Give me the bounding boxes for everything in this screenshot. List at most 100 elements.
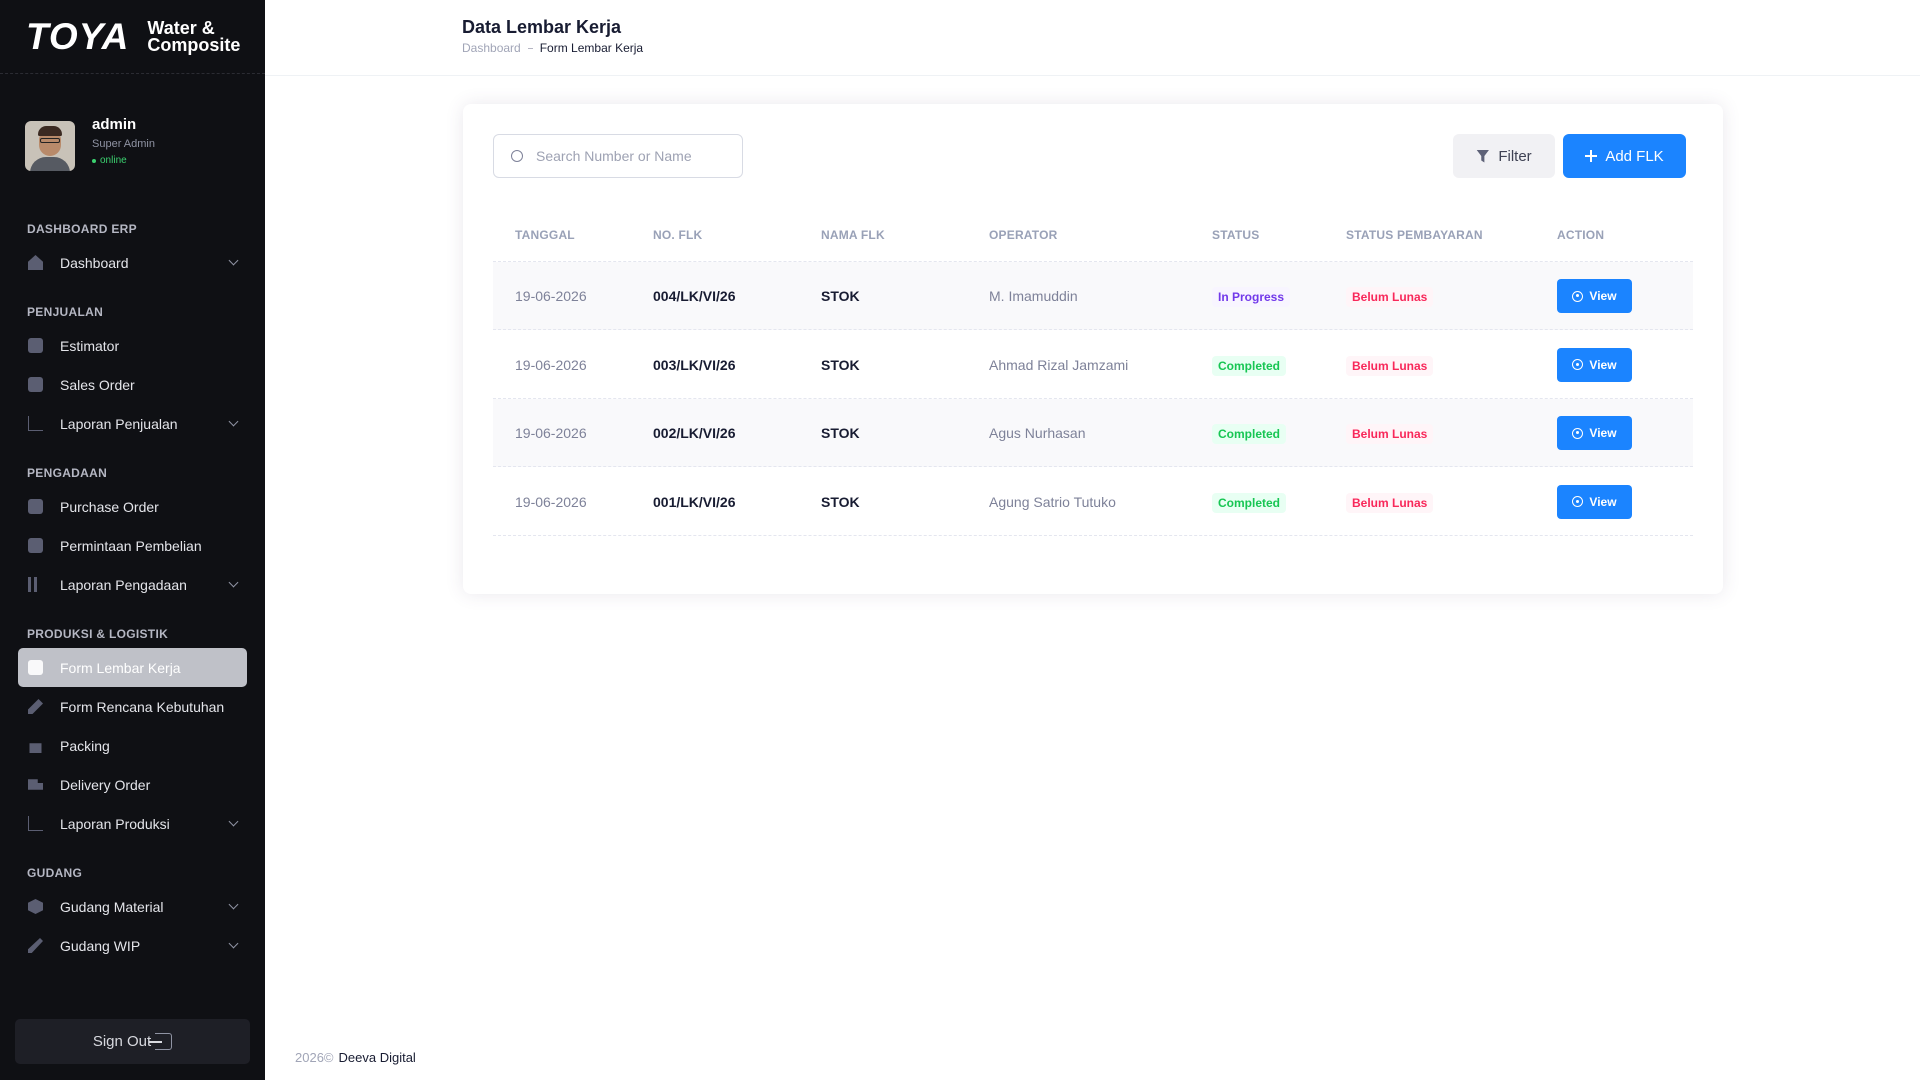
column-header-action: ACTION bbox=[1557, 228, 1605, 242]
column-header-tanggal[interactable]: TANGGAL bbox=[515, 228, 575, 242]
nama-flk-cell: STOK bbox=[821, 356, 860, 373]
user-status-label: online bbox=[100, 155, 127, 166]
operator-cell: Agus Nurhasan bbox=[989, 425, 1086, 441]
sidebar-item-label: Sales Order bbox=[60, 376, 135, 393]
sidebar-item-form-lembar-kerja[interactable]: Form Lembar Kerja bbox=[18, 648, 247, 687]
brand-tagline-line1: Water & bbox=[147, 17, 215, 38]
search-placeholder: Search Number or Name bbox=[536, 148, 692, 164]
breadcrumb: Dashboard Form Lembar Kerja bbox=[462, 41, 643, 55]
filter-button[interactable]: Filter bbox=[1453, 134, 1555, 178]
view-button[interactable]: View bbox=[1557, 416, 1632, 450]
chevron-down-icon bbox=[228, 938, 239, 949]
footer-company-link[interactable]: Deeva Digital bbox=[338, 1050, 416, 1065]
brand-tagline-line2: Composite bbox=[147, 34, 241, 55]
sidebar-item-label: Gudang WIP bbox=[60, 937, 141, 954]
table-row: 19-06-2026 004/LK/VI/26 STOK M. Imamuddin In… bbox=[493, 262, 1693, 330]
sidebar: TOYA Water & Composite admin Super Admin… bbox=[0, 0, 265, 1080]
no-flk-cell: 002/LK/VI/26 bbox=[653, 425, 736, 441]
sidebar-item-label: Form Lembar Kerja bbox=[60, 659, 181, 676]
chart-bar-icon bbox=[28, 577, 43, 592]
view-label: View bbox=[1589, 357, 1617, 372]
column-header-operator[interactable]: OPERATOR bbox=[989, 228, 1058, 242]
search-input[interactable]: Search Number or Name bbox=[493, 134, 743, 178]
view-label: View bbox=[1589, 494, 1617, 509]
column-header-no-flk[interactable]: NO. FLK bbox=[653, 228, 703, 242]
breadcrumb-dashboard[interactable]: Dashboard bbox=[462, 41, 521, 55]
sidebar-item-gudang-material[interactable]: Gudang Material bbox=[18, 887, 247, 926]
cube-icon bbox=[28, 899, 43, 914]
sidebar-item-label: Form Rencana Kebutuhan bbox=[60, 698, 225, 715]
view-label: View bbox=[1589, 289, 1617, 303]
breadcrumb-separator bbox=[527, 47, 533, 49]
sidebar-nav: DASHBOARD ERP Dashboard PENJUALAN Estimator… bbox=[0, 219, 265, 965]
chevron-down-icon bbox=[228, 416, 239, 427]
payment-status-badge: Belum Lunas bbox=[1346, 492, 1434, 513]
add-flk-button[interactable]: Add FLK bbox=[1563, 134, 1686, 178]
view-label: View bbox=[1589, 426, 1617, 440]
edit-icon bbox=[28, 660, 43, 675]
sidebar-item-estimator[interactable]: Estimator bbox=[18, 326, 247, 365]
sidebar-section-title: GUDANG bbox=[27, 866, 83, 880]
sidebar-item-gudang-wip[interactable]: Gudang WIP bbox=[18, 926, 247, 965]
status-badge: Completed bbox=[1212, 355, 1287, 376]
user-status: online bbox=[92, 155, 155, 166]
user-role: Super Admin bbox=[92, 138, 155, 150]
sidebar-item-form-rencana-kebutuhan[interactable]: Form Rencana Kebutuhan bbox=[18, 687, 247, 726]
lock-icon bbox=[29, 743, 42, 753]
brand-logo[interactable]: TOYA Water & Composite bbox=[0, 0, 265, 74]
operator-cell: Agung Satrio Tutuko bbox=[989, 493, 1116, 510]
chevron-down-icon bbox=[228, 816, 239, 827]
view-button[interactable]: View bbox=[1557, 484, 1632, 519]
table-row: 19-06-2026 003/LK/VI/26 STOK Ahmad Rizal Ja… bbox=[493, 331, 1693, 399]
sidebar-item-delivery-order[interactable]: Delivery Order bbox=[18, 765, 247, 804]
brand-tagline: Water & Composite bbox=[147, 17, 241, 55]
eye-icon bbox=[1572, 359, 1584, 370]
status-badge: Completed bbox=[1212, 492, 1287, 513]
sidebar-item-laporan-penjualan[interactable]: Laporan Penjualan bbox=[18, 404, 247, 443]
document-icon bbox=[28, 338, 43, 353]
table-row: 19-06-2026 002/LK/VI/26 STOK Agus Nurhasan C… bbox=[493, 399, 1693, 467]
sign-out-button[interactable]: Sign Out bbox=[15, 1019, 250, 1064]
chevron-down-icon bbox=[228, 899, 239, 910]
chart-line-icon bbox=[28, 416, 43, 431]
sidebar-item-sales-order[interactable]: Sales Order bbox=[18, 365, 247, 404]
sidebar-item-label: Gudang Material bbox=[60, 898, 164, 915]
online-dot-icon bbox=[92, 158, 96, 163]
column-header-status[interactable]: STATUS bbox=[1212, 228, 1260, 242]
filter-label: Filter bbox=[1498, 147, 1532, 165]
page-title: Data Lembar Kerja bbox=[462, 17, 622, 37]
payment-status-badge: Belum Lunas bbox=[1346, 424, 1434, 444]
operator-cell: Ahmad Rizal Jamzami bbox=[989, 356, 1129, 373]
table-header-divider bbox=[493, 261, 1693, 262]
column-header-nama-flk[interactable]: NAMA FLK bbox=[821, 228, 885, 242]
tanggal-cell: 19-06-2026 bbox=[515, 425, 587, 441]
column-header-status-pembayaran[interactable]: STATUS PEMBAYARAN bbox=[1346, 228, 1483, 242]
sidebar-item-label: Laporan Penjualan bbox=[60, 415, 178, 432]
sidebar-item-purchase-order[interactable]: Purchase Order bbox=[18, 487, 247, 526]
sidebar-item-dashboard[interactable]: Dashboard bbox=[18, 243, 247, 282]
breadcrumb-current: Form Lembar Kerja bbox=[539, 41, 644, 55]
view-button[interactable]: View bbox=[1557, 347, 1632, 382]
add-flk-label: Add FLK bbox=[1605, 147, 1664, 165]
nama-flk-cell: STOK bbox=[821, 493, 860, 510]
pen-icon bbox=[28, 699, 43, 714]
sidebar-item-laporan-produksi[interactable]: Laporan Produksi bbox=[18, 804, 247, 843]
chevron-down-icon bbox=[228, 255, 239, 266]
sidebar-item-label: Delivery Order bbox=[60, 776, 151, 793]
sign-out-label: Sign Out bbox=[92, 1033, 152, 1050]
filter-icon bbox=[1476, 149, 1490, 163]
sidebar-section-title: DASHBOARD ERP bbox=[27, 222, 137, 236]
table-row: 19-06-2026 001/LK/VI/26 STOK Agung Satrio T… bbox=[493, 468, 1693, 536]
payment-status-badge: Belum Lunas bbox=[1346, 287, 1434, 307]
wrench-icon bbox=[28, 938, 43, 953]
eye-icon bbox=[1572, 427, 1584, 439]
sidebar-item-permintaan-pembelian[interactable]: Permintaan Pembelian bbox=[18, 526, 247, 565]
sidebar-item-packing[interactable]: Packing bbox=[18, 726, 247, 765]
view-button[interactable]: View bbox=[1557, 279, 1632, 313]
user-name: admin bbox=[92, 116, 137, 133]
sidebar-item-laporan-pengadaan[interactable]: Laporan Pengadaan bbox=[18, 565, 247, 604]
sidebar-item-label: Packing bbox=[60, 737, 110, 754]
user-profile[interactable]: admin Super Admin online bbox=[0, 74, 265, 199]
footer-year: 2026© bbox=[295, 1050, 334, 1065]
sidebar-item-label: Estimator bbox=[60, 337, 120, 354]
